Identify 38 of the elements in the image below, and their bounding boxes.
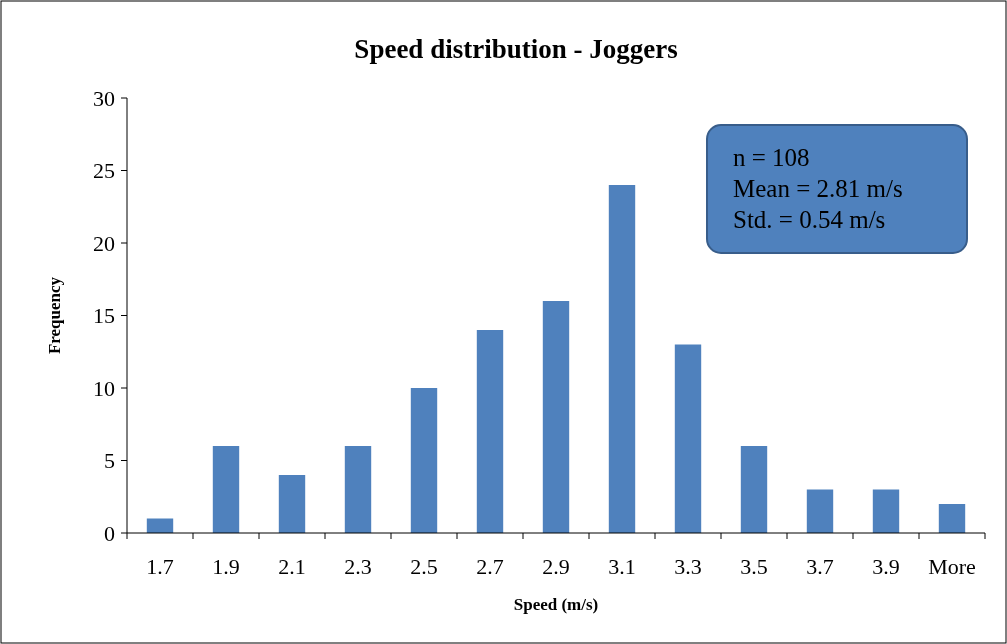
bar [344, 446, 372, 533]
x-tick-label: 3.9 [872, 554, 900, 579]
annotation: Std. = 0.54 m/s [733, 206, 886, 233]
bar [674, 344, 702, 533]
bar [740, 446, 768, 533]
x-tick-label: 3.5 [740, 554, 768, 579]
y-tick-label: 25 [93, 158, 115, 184]
y-tick-label: 10 [93, 375, 115, 401]
bar [872, 489, 900, 533]
x-tick-label: 3.3 [674, 554, 702, 579]
bar [410, 388, 438, 533]
bar [938, 504, 966, 533]
annotation: n = 108 [733, 144, 810, 171]
x-tick-label: 3.1 [608, 554, 636, 579]
x-tick-label: 2.3 [344, 554, 372, 579]
x-tick-label: 2.7 [476, 554, 504, 579]
bar [608, 185, 636, 533]
y-tick-label: 20 [93, 230, 115, 256]
y-tick-label: 15 [93, 303, 115, 329]
x-tick-label: More [928, 554, 976, 579]
x-axis-title: Speed (m/s) [513, 595, 599, 614]
bar [542, 301, 570, 533]
bar [278, 475, 306, 533]
y-tick-label: 30 [93, 85, 115, 111]
x-tick-label: 2.5 [410, 554, 438, 579]
bar [806, 489, 834, 533]
annotation: Mean = 2.81 m/s [733, 175, 903, 202]
bar [476, 330, 504, 533]
x-tick-label: 1.9 [212, 554, 240, 579]
x-tick-label: 1.7 [146, 554, 174, 579]
chart-title: Speed distribution - Joggers [354, 34, 678, 64]
y-tick-label: 0 [104, 520, 115, 546]
x-tick-label: 2.9 [542, 554, 570, 579]
bar [212, 446, 240, 533]
x-tick-label: 3.7 [806, 554, 834, 579]
x-tick-label: 2.1 [278, 554, 306, 579]
y-tick-label: 5 [104, 448, 115, 474]
y-axis-title: Frequency [45, 276, 64, 355]
